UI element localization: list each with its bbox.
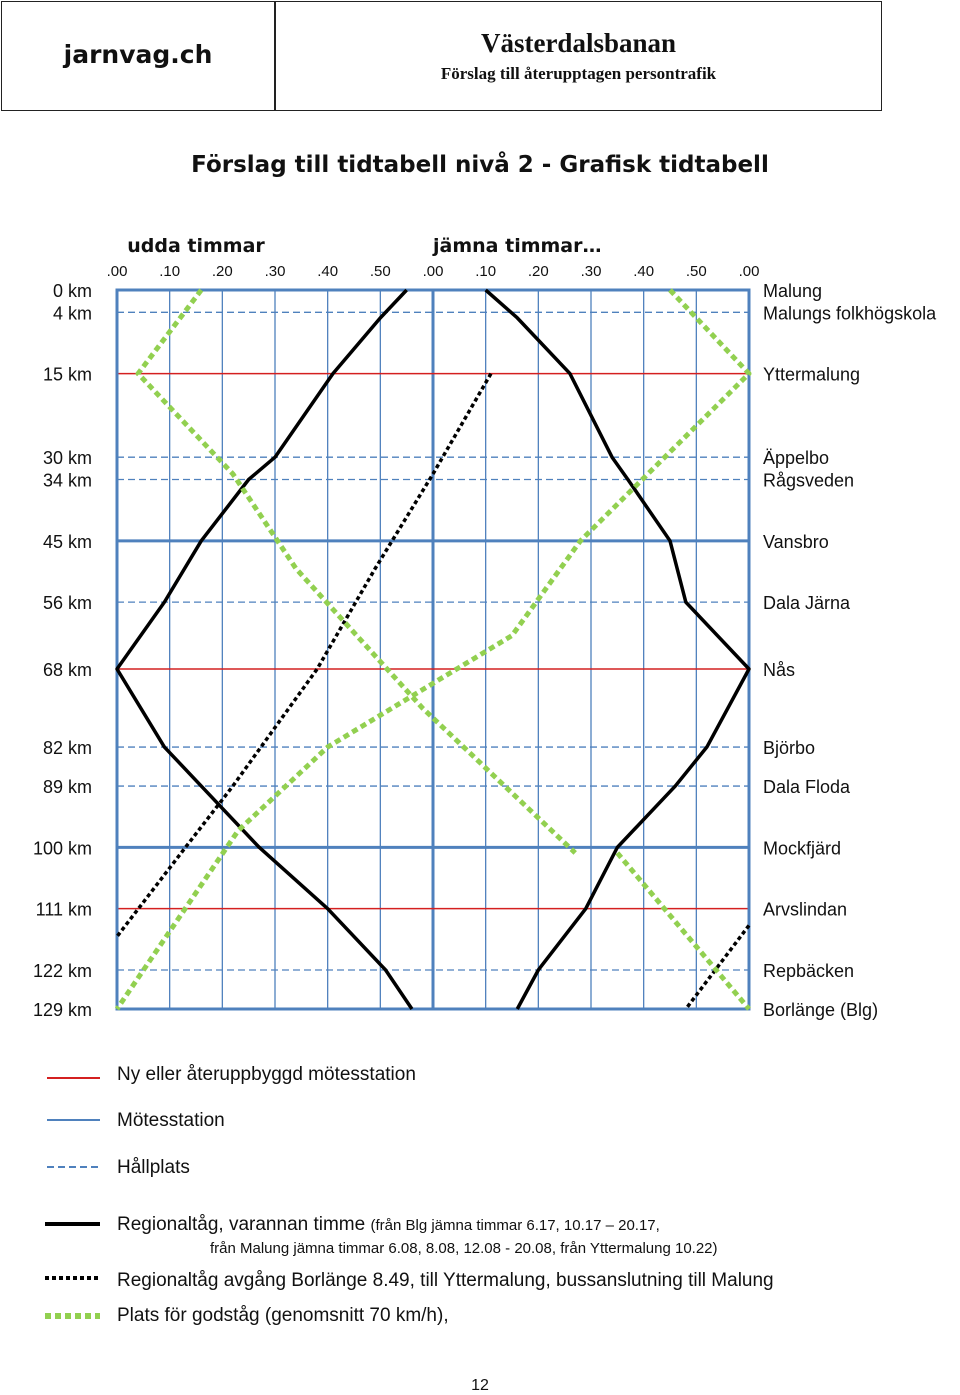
km-label: 34 km — [43, 471, 92, 491]
legend-new-station: Ny eller återuppbyggd mötesstation — [117, 1064, 416, 1085]
x-tick-label: .50 — [370, 263, 391, 280]
legend-regional-note2: från Malung jämna timmar 6.08, 8.08, 12.… — [210, 1240, 718, 1257]
page-number: 12 — [471, 1377, 489, 1394]
station-name-label: Björbo — [763, 738, 815, 758]
station-name-label: Mockfjärd — [763, 838, 841, 858]
even-hours-label: jämna timmar… — [432, 235, 601, 257]
legend-regional: Regionaltåg, varannan timme (från Blg jä… — [117, 1214, 660, 1236]
regional-path-1 — [484, 288, 751, 1010]
legend-swatches — [45, 1077, 100, 1319]
axis-labels: .00 .10 .20 .30 .40 .50 .00 .10 .20 .30 .40 .50 .00 u… — [33, 235, 937, 1020]
title-cell: Västerdalsbanan Förslag till återupptage… — [275, 1, 882, 111]
station-lines — [117, 311, 749, 971]
station-name-label: Repbäcken — [763, 961, 854, 981]
station-name-label: Vansbro — [763, 532, 829, 552]
legend-regional-extra: Regionaltåg avgång Borlänge 8.49, till Y… — [117, 1270, 774, 1291]
document-title: Västerdalsbanan — [480, 28, 677, 58]
freight-path-3 — [135, 288, 577, 855]
document-header: jarnvag.ch Västerdalsbanan Förslag till … — [0, 0, 960, 113]
regional-dotted-path-2 — [115, 372, 493, 938]
km-label: 89 km — [43, 777, 92, 797]
station-name-label: Malungs folkhögskola — [763, 303, 937, 323]
km-label: 30 km — [43, 448, 92, 468]
plot-frame — [115, 288, 751, 1011]
legend-halt: Hållplats — [117, 1157, 190, 1178]
station-name-label: Dala Järna — [763, 593, 851, 613]
station-name-label: Malung — [763, 281, 822, 301]
grid-lines — [169, 290, 697, 1009]
freight-path-5 — [615, 851, 751, 1011]
km-label: 129 km — [33, 1000, 92, 1020]
x-tick-label: .20 — [212, 263, 233, 280]
km-label: 4 km — [53, 303, 92, 323]
graphic-timetable-chart: .00 .10 .20 .30 .40 .50 .00 .10 .20 .30 .40 .50 .00 u… — [33, 235, 937, 1020]
legend-station: Mötesstation — [117, 1110, 225, 1131]
x-tick-label: .20 — [528, 263, 549, 280]
station-name-label: Nås — [763, 660, 795, 680]
odd-hours-label: udda timmar — [127, 235, 265, 257]
train-paths — [114, 288, 752, 1011]
km-label: 68 km — [43, 660, 92, 680]
km-label: 56 km — [43, 593, 92, 613]
x-tick-label: .00 — [107, 263, 128, 280]
x-tick-label: .10 — [159, 263, 180, 280]
regional-dotted-path-2 — [684, 924, 751, 1011]
station-name-label: Rågsveden — [763, 471, 854, 491]
x-tick-label: .40 — [633, 263, 654, 280]
km-label: 15 km — [43, 365, 92, 385]
station-name-label: Dala Floda — [763, 777, 851, 797]
km-label: 0 km — [53, 281, 92, 301]
km-label: 82 km — [43, 738, 92, 758]
regional-path-0 — [115, 288, 414, 1010]
km-label: 100 km — [33, 838, 92, 858]
x-tick-label: .00 — [739, 263, 760, 280]
freight-path-4 — [114, 288, 752, 1011]
x-tick-label: .50 — [686, 263, 707, 280]
km-label: 122 km — [33, 961, 92, 981]
km-label: 45 km — [43, 532, 92, 552]
station-name-label: Yttermalung — [763, 365, 860, 385]
legend-regional-note1: (från Blg jämna timmar 6.17, 10.17 – 20.… — [370, 1217, 660, 1234]
x-tick-label: .30 — [265, 263, 286, 280]
km-label: 111 km — [36, 900, 92, 920]
brand-logo-text: jarnvag.ch — [63, 40, 213, 69]
x-tick-label: .40 — [317, 263, 338, 280]
legend-regional-main: Regionaltåg, varannan timme — [117, 1214, 366, 1235]
station-name-label: Arvslindan — [763, 900, 847, 920]
x-tick-label: .00 — [423, 263, 444, 280]
page-title: Förslag till tidtabell nivå 2 - Grafisk … — [191, 152, 769, 178]
document-subtitle: Förslag till återupptagen persontrafik — [440, 64, 717, 83]
legend: Ny eller återuppbyggd mötesstation Mötes… — [0, 1040, 960, 1340]
legend-freight: Plats för godståg (genomsnitt 70 km/h), — [117, 1305, 449, 1326]
x-tick-label: .30 — [581, 263, 602, 280]
x-tick-label: .10 — [475, 263, 496, 280]
station-name-label: Borlänge (Blg) — [763, 1000, 878, 1020]
chart-frame — [115, 288, 751, 1011]
station-name-label: Äppelbo — [763, 448, 829, 468]
brand-cell: jarnvag.ch — [1, 1, 275, 111]
